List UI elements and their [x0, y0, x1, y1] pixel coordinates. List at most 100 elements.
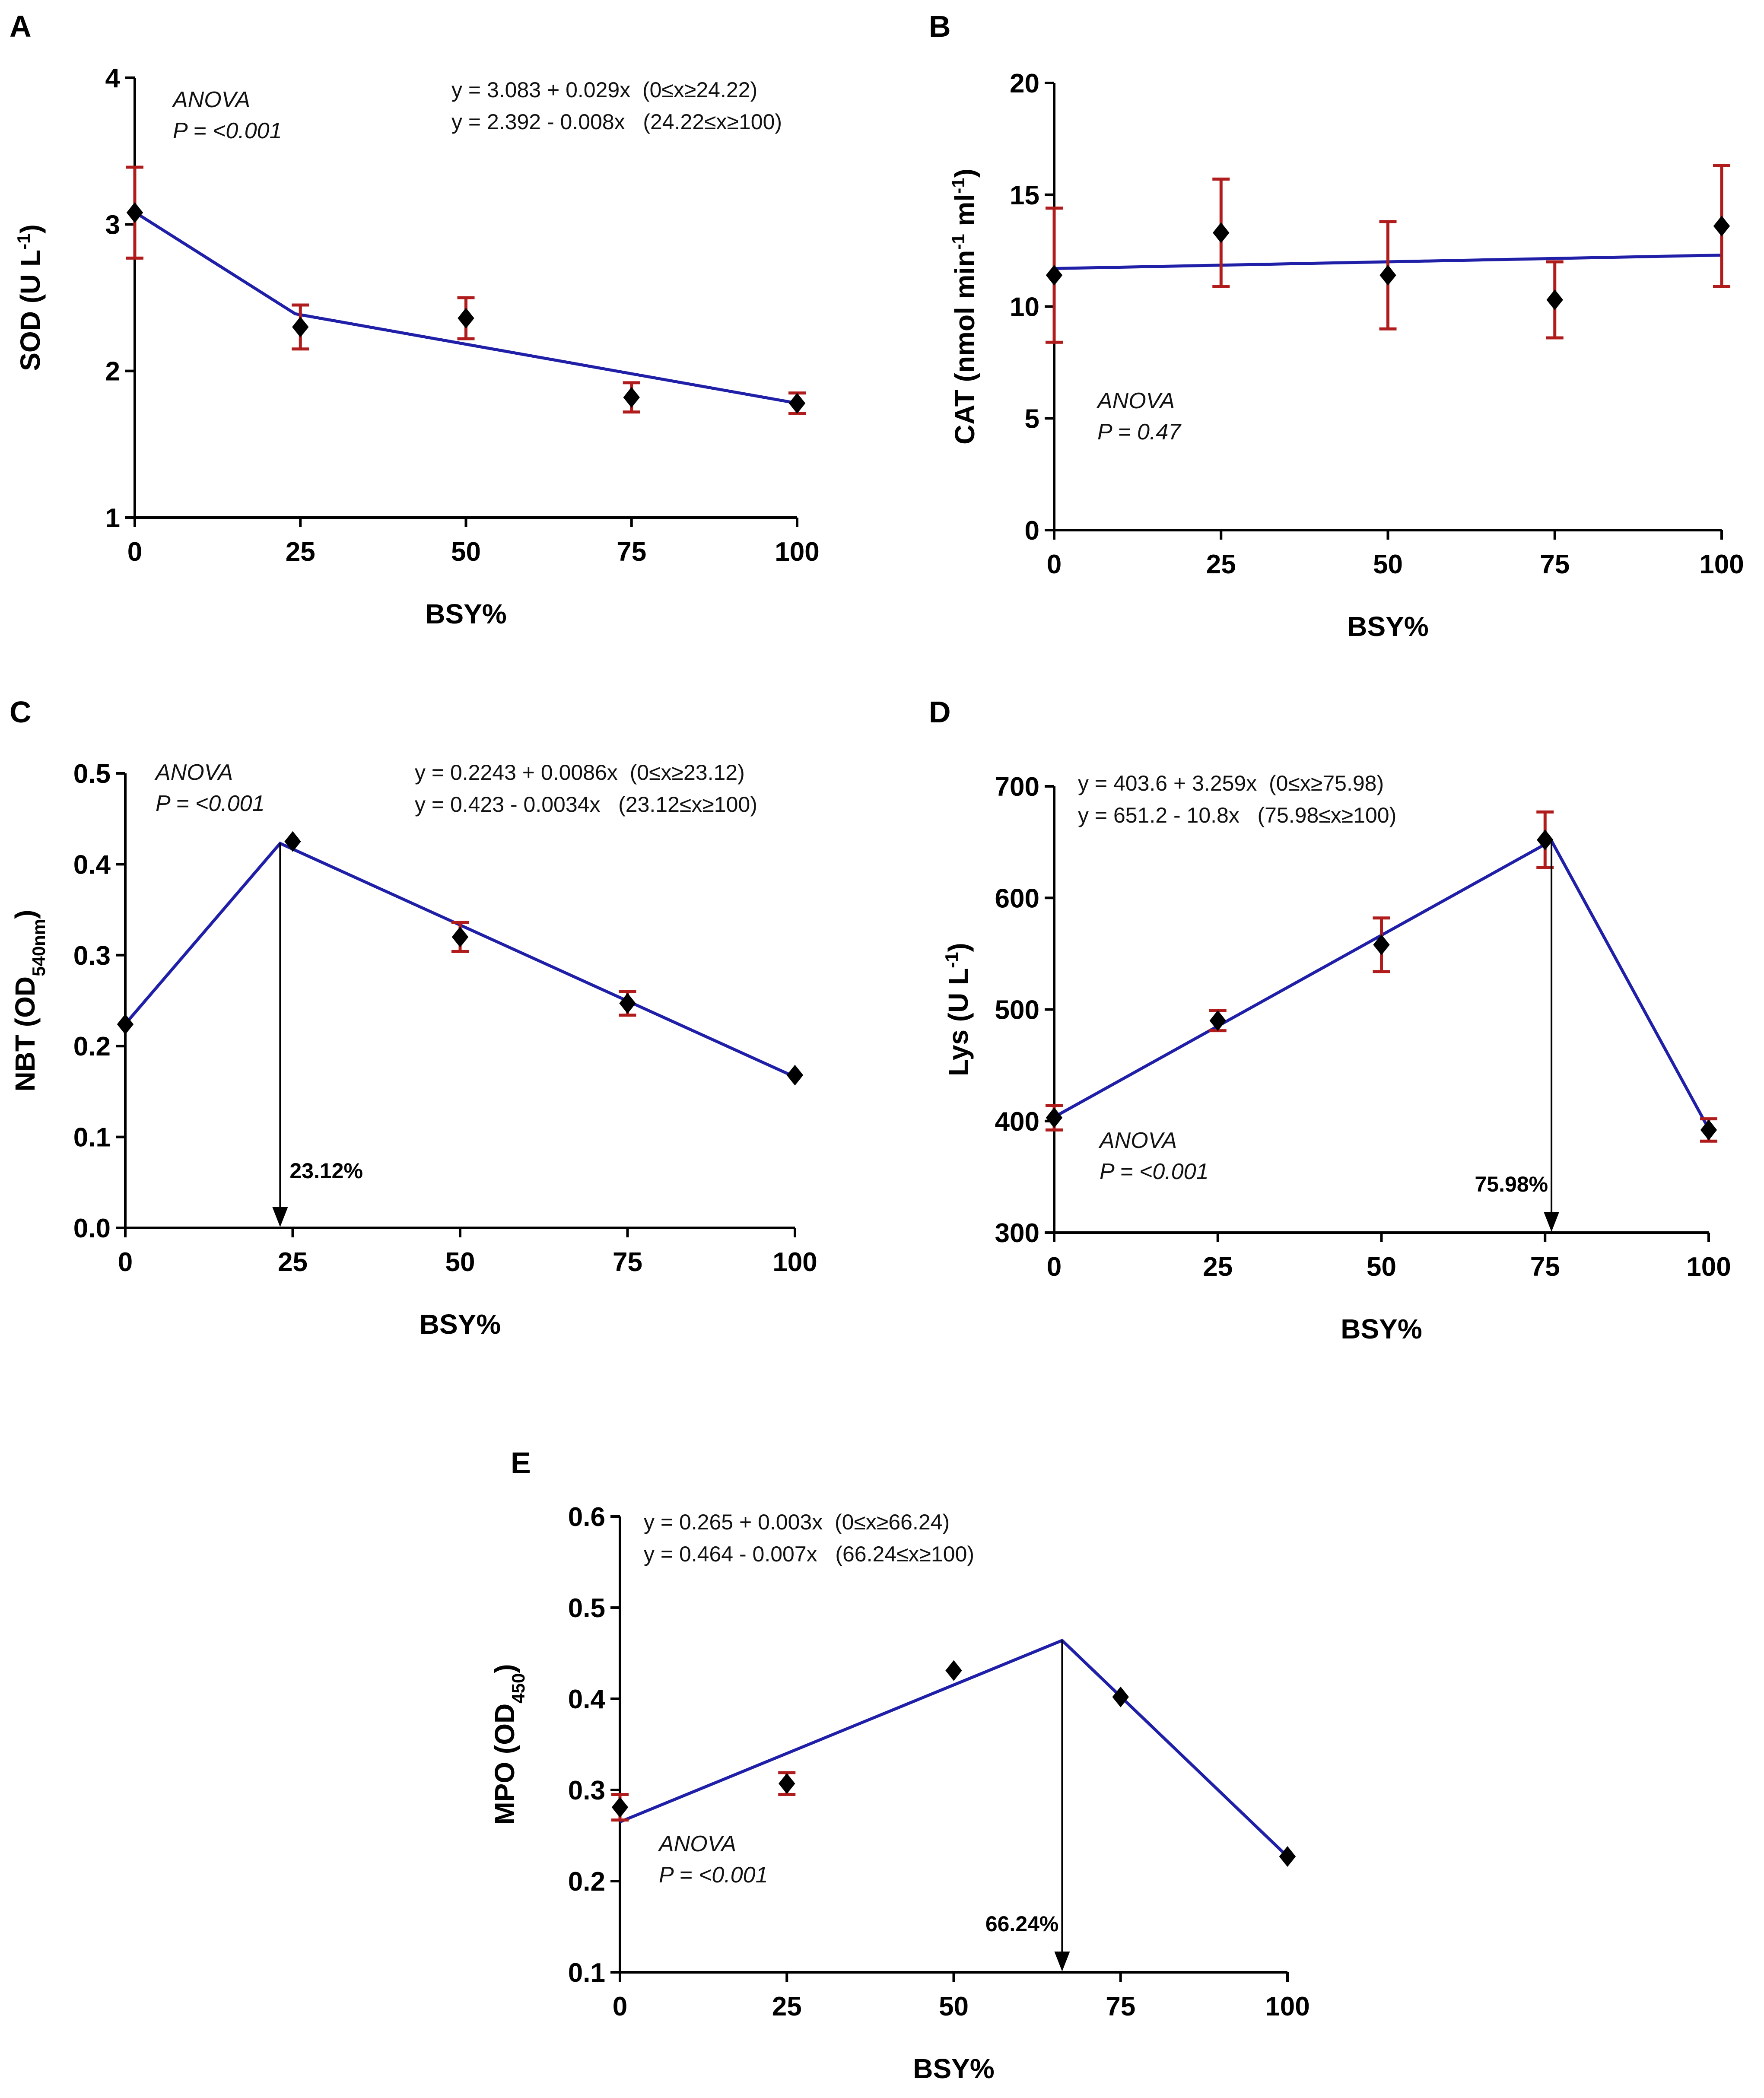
y-axis-title: MPO (OD450) — [489, 1664, 528, 1825]
data-point — [292, 316, 309, 337]
y-tick-label: 0.3 — [568, 1776, 605, 1806]
y-axis-title: CAT (nmol min-1 ml-1) — [948, 168, 981, 445]
data-point — [1373, 934, 1390, 955]
x-axis-title: BSY% — [420, 1309, 501, 1340]
x-tick-label: 100 — [1265, 1992, 1309, 2022]
anova-label: ANOVA — [658, 1831, 736, 1856]
data-point — [1700, 1119, 1717, 1141]
regression-equation: y = 403.6 + 3.259x (0≤x≥75.98) — [1078, 771, 1384, 795]
data-point — [117, 1014, 134, 1035]
x-tick-label: 100 — [775, 537, 819, 567]
y-axis-title: SOD (U L-1) — [13, 224, 46, 371]
y-tick-label: 0.5 — [73, 759, 111, 789]
x-tick-label: 50 — [939, 1992, 969, 2022]
y-tick-label: 0.5 — [568, 1593, 605, 1623]
panel-e: E 0.1 0.2 0.3 0.4 0.5 0.6 0 25 50 75 100 BSY% MPO (OD… — [489, 1446, 1310, 2084]
data-point — [1209, 1010, 1226, 1031]
x-axis-title: BSY% — [913, 2053, 995, 2084]
fit-line — [1053, 839, 1710, 1130]
breakpoint-label: 66.24% — [985, 1912, 1059, 1936]
y-tick-label: 300 — [995, 1218, 1039, 1248]
y-axis-title: Lys (U L-1) — [941, 943, 974, 1076]
y-tick-label: 5 — [1025, 404, 1039, 434]
x-axis-title: BSY% — [1347, 611, 1429, 642]
y-tick-label: 0.3 — [73, 941, 111, 971]
regression-equation: y = 0.2243 + 0.0086x (0≤x≥23.12) — [415, 760, 745, 785]
panel-label: E — [511, 1446, 531, 1480]
x-tick-label: 25 — [1206, 550, 1236, 579]
x-tick-label: 75 — [1540, 550, 1570, 579]
breakpoint-label: 23.12% — [289, 1159, 363, 1183]
panel-a: A 1 2 3 4 0 25 50 75 100 BSY% SOD (U L-1) ANOVA P = <… — [10, 10, 820, 629]
p-value-label: P = 0.47 — [1097, 420, 1182, 445]
y-tick-label: 15 — [1010, 181, 1039, 210]
data-point — [786, 1065, 804, 1086]
anova-label: ANOVA — [1096, 388, 1175, 413]
data-point — [788, 393, 806, 414]
x-tick-label: 25 — [278, 1247, 308, 1277]
anova-label: ANOVA — [1098, 1128, 1177, 1153]
data-point — [1279, 1846, 1296, 1867]
data-point — [1537, 829, 1554, 850]
x-tick-label: 0 — [127, 537, 142, 567]
data-point — [1046, 1107, 1063, 1128]
y-tick-label: 3 — [105, 210, 120, 240]
data-point — [623, 387, 640, 408]
regression-equation: y = 0.464 - 0.007x (66.24≤x≥100) — [644, 1542, 974, 1566]
data-point — [1379, 265, 1396, 286]
data-point — [619, 993, 636, 1014]
x-tick-label: 100 — [772, 1247, 817, 1277]
y-axis-title: NBT (OD540nm) — [10, 909, 49, 1091]
y-tick-label: 4 — [105, 64, 121, 93]
y-tick-label: 500 — [995, 995, 1039, 1025]
anova-label: ANOVA — [154, 760, 233, 785]
y-tick-label: 600 — [995, 884, 1039, 913]
x-tick-label: 75 — [1530, 1252, 1560, 1282]
data-point — [126, 202, 143, 223]
x-tick-label: 50 — [451, 537, 481, 567]
y-tick-label: 0.0 — [73, 1214, 111, 1243]
data-point — [1546, 289, 1563, 310]
x-axis-title: BSY% — [1341, 1313, 1422, 1345]
x-tick-label: 0 — [1047, 1252, 1062, 1282]
x-tick-label: 25 — [286, 537, 315, 567]
y-tick-label: 2 — [105, 357, 120, 387]
breakpoint-arrow-head — [1544, 1212, 1560, 1232]
fit-line — [124, 841, 796, 1078]
data-point — [945, 1660, 962, 1681]
x-tick-label: 100 — [1699, 550, 1744, 579]
regression-equation: y = 0.265 + 0.003x (0≤x≥66.24) — [644, 1510, 950, 1534]
fit-line — [134, 211, 798, 405]
data-point — [779, 1773, 795, 1794]
breakpoint-arrow-head — [1054, 1952, 1070, 1971]
x-tick-label: 75 — [613, 1247, 642, 1277]
panel-label: D — [929, 695, 951, 729]
x-tick-label: 100 — [1686, 1252, 1731, 1282]
y-tick-label: 700 — [995, 772, 1039, 802]
x-tick-label: 50 — [1367, 1252, 1396, 1282]
panel-label: C — [10, 695, 32, 729]
x-tick-label: 75 — [1106, 1992, 1135, 2022]
y-tick-label: 400 — [995, 1107, 1039, 1137]
x-tick-label: 25 — [772, 1992, 802, 2022]
y-tick-label: 0.2 — [568, 1867, 605, 1897]
y-tick-label: 0.2 — [73, 1032, 111, 1062]
panel-d: D 300 400 500 600 700 0 25 50 75 100 BSY% Lys (U L-1… — [929, 695, 1731, 1345]
panel-c: C 0.0 0.1 0.2 0.3 0.4 0.5 0 25 50 75 100 BSY% NBT (OD… — [10, 695, 817, 1340]
x-tick-label: 75 — [617, 537, 646, 567]
data-point — [458, 308, 474, 329]
data-point — [1713, 216, 1730, 237]
regression-equation: y = 2.392 - 0.008x (24.22≤x≥100) — [451, 110, 782, 134]
y-tick-label: 1 — [105, 503, 120, 533]
y-tick-label: 0.1 — [568, 1958, 605, 1988]
y-tick-label: 20 — [1010, 69, 1039, 99]
y-tick-label: 0.6 — [568, 1502, 605, 1532]
y-tick-label: 0 — [1025, 516, 1039, 546]
data-point — [611, 1797, 629, 1818]
regression-equation: y = 651.2 - 10.8x (75.98≤x≥100) — [1078, 803, 1396, 827]
x-tick-label: 25 — [1203, 1252, 1233, 1282]
x-tick-label: 50 — [1373, 550, 1403, 579]
anova-label: ANOVA — [172, 87, 250, 112]
x-tick-label: 50 — [445, 1247, 475, 1277]
